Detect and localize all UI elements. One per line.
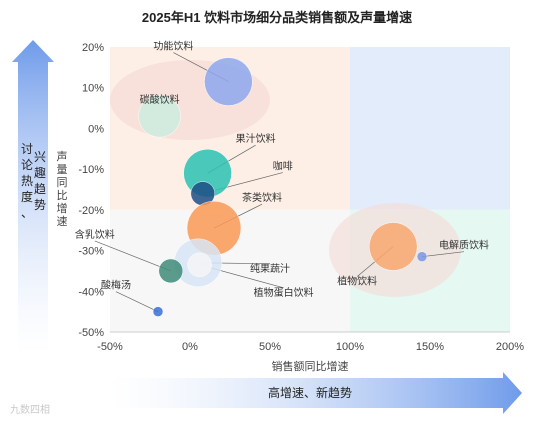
bubbles: [138, 57, 428, 317]
y-tick-label: -20%: [78, 205, 104, 217]
x-axis-title: 销售额同比增速: [272, 359, 349, 373]
leader-line: [421, 251, 465, 258]
bubble-含乳饮料: [158, 258, 184, 284]
y-axis-title: 声量同比增速: [57, 149, 68, 228]
y-tick-label: -40%: [78, 286, 104, 298]
horizontal-arrow-label: 高增速、新趋势: [268, 385, 352, 400]
bubble-label: 酸梅汤: [101, 279, 131, 292]
x-tick-label: 0%: [182, 341, 198, 353]
y-tick-labels: 20% 10% 0% -10% -20% -30% -40% -50%: [78, 42, 104, 339]
horizontal-trend-arrow: [110, 372, 522, 414]
bubble-label: 碳酸饮料: [140, 93, 180, 106]
x-tick-label: 200%: [496, 341, 524, 353]
y-tick-label: -10%: [78, 164, 104, 176]
y-tick-label: 20%: [82, 42, 104, 54]
bubble-label: 含乳饮料: [75, 228, 115, 241]
x-tick-label: 100%: [336, 341, 364, 353]
bubble-label: 电解质饮料: [439, 239, 489, 252]
bubble-label: 植物饮料: [337, 275, 377, 288]
bubble-label: 咖啡: [273, 161, 293, 173]
leader-line: [94, 240, 171, 272]
bubble-酸梅汤: [152, 306, 164, 317]
bubble-label: 纯果蔬汁: [250, 262, 290, 275]
bubble-label: 果汁饮料: [236, 132, 276, 145]
leader-line: [115, 291, 159, 312]
vertical-trend-arrow: [12, 40, 54, 355]
y-tick-label: 10%: [82, 83, 104, 95]
watermark: 九数四相: [10, 403, 50, 416]
bubble-植物蛋白饮料: [187, 252, 212, 278]
bubble-碳酸饮料: [138, 94, 181, 138]
quadrant-top-right: [350, 47, 510, 210]
chart-title: 2025年H1 饮料市场细分品类销售额及声量增速: [142, 10, 412, 25]
bubble-label: 植物蛋白饮料: [254, 286, 314, 299]
bubble-功能饮料: [204, 57, 253, 106]
bubble-植物饮料: [368, 222, 418, 271]
y-tick-label: -30%: [78, 246, 104, 258]
y-tick-label: -50%: [78, 327, 104, 339]
vertical-arrow-label: 讨论热度、兴趣趋势: [21, 142, 46, 220]
bubble-电解质饮料: [416, 251, 428, 262]
x-tick-labels: -50% 0% 50% 100% 150% 200%: [97, 341, 524, 353]
x-tick-label: 50%: [259, 341, 281, 353]
x-tick-label: -50%: [97, 341, 123, 353]
y-tick-label: 0%: [88, 123, 104, 135]
x-tick-label: 150%: [416, 341, 444, 353]
bubble-label: 功能饮料: [153, 40, 193, 53]
bubble-label: 茶类饮料: [242, 191, 282, 204]
